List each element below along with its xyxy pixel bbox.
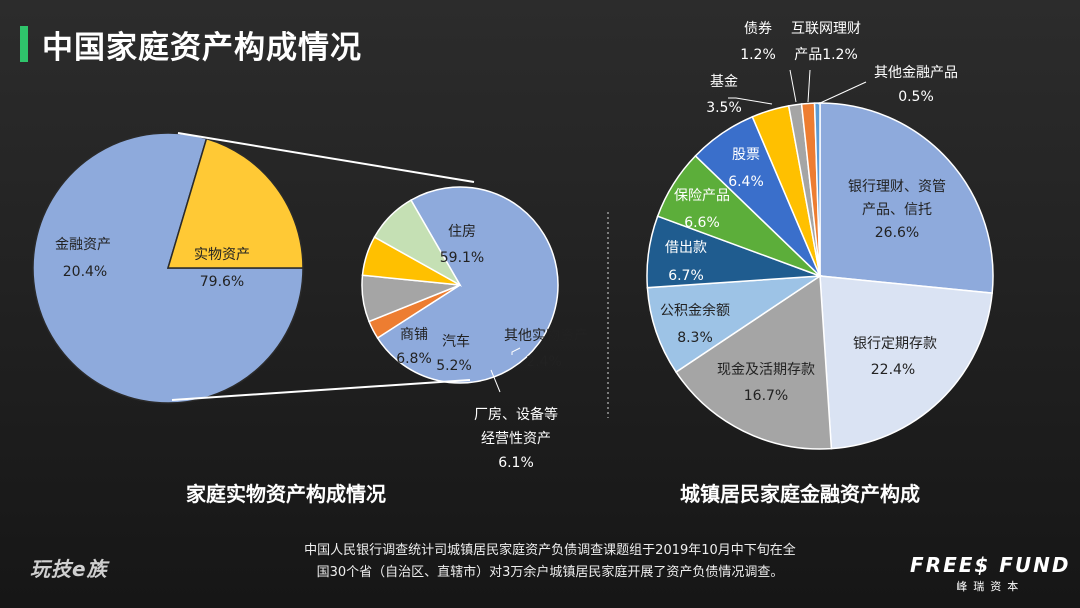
label-bond-pct: 1.2% — [740, 47, 776, 63]
label-stock: 股票 — [732, 147, 760, 163]
brand-logo-right-sub: 峰瑞资本 — [956, 580, 1025, 593]
label-real-assets: 实物资产 — [194, 247, 250, 263]
label-shop: 商铺 — [400, 327, 428, 343]
label-internet-1: 互联网理财 — [791, 21, 861, 37]
pie-slice — [819, 275, 993, 450]
pie-household-assets — [32, 132, 304, 404]
label-bond: 债券 — [744, 21, 772, 37]
label-other-fin-pct: 0.5% — [898, 89, 934, 105]
label-deposit: 银行定期存款 — [853, 336, 937, 352]
footnote-line-2: 国30个省（自治区、直辖市）对3万余户城镇居民家庭开展了资产负债情况调查。 — [316, 565, 784, 580]
label-other-real: 其他实物资产 — [504, 328, 588, 344]
label-car: 汽车 — [442, 333, 470, 350]
zoom-connector-top — [177, 132, 475, 183]
pie-slice — [819, 102, 994, 294]
label-fund: 基金 — [710, 73, 738, 90]
label-cash-pct: 16.7% — [744, 388, 788, 404]
label-factory-1: 厂房、设备等 — [474, 406, 558, 423]
footnote-line-1: 中国人民银行调查统计司城镇居民家庭资产负债调查课题组于2019年10月中下旬在全 — [304, 543, 796, 558]
title-accent-bar — [20, 26, 28, 62]
label-real-assets-pct: 79.6% — [200, 274, 244, 290]
label-shop-pct: 6.8% — [396, 351, 432, 367]
brand-logo-right-main: FREE$ FUND — [910, 553, 1071, 577]
label-internet-2: 产品1.2% — [794, 47, 858, 63]
subtitle-left: 家庭实物资产构成情况 — [186, 482, 386, 506]
pie-real-assets-breakdown — [361, 186, 559, 384]
label-wealth-pct: 26.6% — [875, 225, 919, 241]
label-wealth-1: 银行理财、资管 — [848, 179, 946, 195]
label-car-pct: 5.2% — [436, 358, 472, 374]
label-insurance-pct: 6.6% — [684, 215, 720, 231]
brand-logo-left: 玩技e族 — [30, 557, 108, 581]
label-other-real-pct: 2.4% — [526, 354, 562, 370]
footnote: 中国人民银行调查统计司城镇居民家庭资产负债调查课题组于2019年10月中下旬在全… — [280, 540, 820, 584]
label-housing-fund-pct: 8.3% — [677, 330, 713, 346]
label-financial-assets-pct: 20.4% — [63, 264, 107, 280]
label-insurance: 保险产品 — [674, 188, 730, 204]
subtitle-right: 城镇居民家庭金融资产构成 — [680, 482, 920, 506]
label-housing-fund: 公积金余额 — [660, 302, 730, 319]
label-cash: 现金及活期存款 — [717, 362, 815, 378]
label-financial-assets: 金融资产 — [55, 237, 111, 253]
label-factory-2: 经营性资产 — [481, 431, 551, 447]
label-factory-pct: 6.1% — [498, 455, 534, 471]
leader-lines — [490, 69, 867, 393]
label-loan: 借出款 — [665, 240, 707, 256]
pie-slice — [376, 186, 559, 384]
pie-slice — [373, 199, 463, 287]
label-fund-pct: 3.5% — [706, 100, 742, 116]
label-other-fin: 其他金融产品 — [874, 65, 958, 81]
pie-financial-assets-breakdown — [646, 102, 994, 450]
brand-logo-right: FREE$ FUND 峰瑞资本 — [910, 553, 1071, 594]
zoom-connector-bottom — [171, 379, 471, 401]
pie-slice — [675, 274, 833, 450]
label-housing-pct: 59.1% — [440, 250, 484, 266]
label-stock-pct: 6.4% — [728, 174, 764, 190]
pie-slice — [166, 137, 304, 269]
label-loan-pct: 6.7% — [668, 268, 704, 284]
pie-slice — [646, 275, 823, 374]
label-housing: 住房 — [448, 224, 476, 240]
label-wealth-2: 产品、信托 — [862, 202, 932, 218]
label-deposit-pct: 22.4% — [871, 362, 915, 378]
page-title: 中国家庭资产构成情况 — [42, 30, 362, 66]
